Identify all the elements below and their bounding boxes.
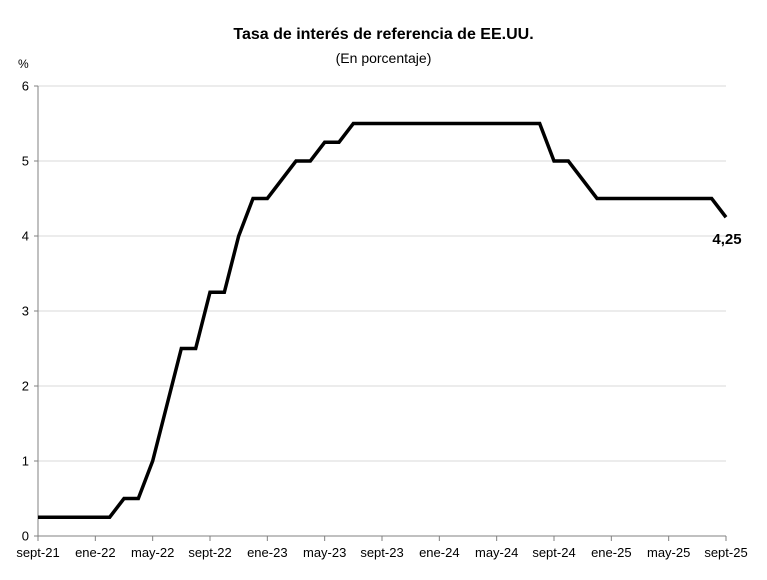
y-axis-unit-label: %	[18, 57, 29, 71]
chart-title: Tasa de interés de referencia de EE.UU.	[233, 26, 534, 43]
x-tick-label: may-25	[647, 545, 690, 560]
x-tick-label: sept-22	[188, 545, 231, 560]
y-tick-label: 3	[22, 304, 29, 319]
y-tick-label: 0	[22, 529, 29, 544]
y-axis-ticks: 0 1 2 3 4 5 6	[22, 79, 38, 544]
x-tick-label: may-22	[131, 545, 174, 560]
x-tick-label: may-24	[475, 545, 518, 560]
x-tick-label: ene-24	[419, 545, 459, 560]
x-tick-label: may-23	[303, 545, 346, 560]
y-tick-label: 2	[22, 379, 29, 394]
x-tick-label: ene-22	[75, 545, 115, 560]
x-tick-label: sept-23	[360, 545, 403, 560]
y-tick-label: 4	[22, 229, 29, 244]
chart-subtitle: (En porcentaje)	[335, 50, 432, 66]
x-tick-label: sept-21	[16, 545, 59, 560]
y-tick-label: 5	[22, 154, 29, 169]
gridlines	[38, 85, 726, 462]
series-line	[38, 121, 728, 519]
series-layer	[38, 121, 728, 519]
last-value-label: 4,25	[712, 231, 741, 248]
y-tick-label: 1	[22, 454, 29, 469]
x-tick-label: sept-24	[532, 545, 575, 560]
x-axis-ticks: sept-21 ene-22 may-22 sept-22 ene-23 may-23 se…	[16, 536, 748, 560]
x-tick-label: ene-23	[247, 545, 287, 560]
y-tick-label: 6	[22, 79, 29, 94]
x-tick-label: sept-25	[704, 545, 747, 560]
x-tick-label: ene-25	[591, 545, 631, 560]
